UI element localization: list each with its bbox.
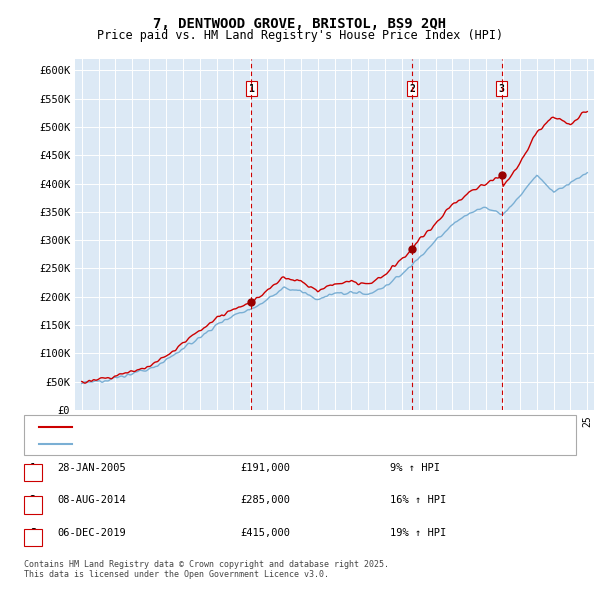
Text: HPI: Average price, semi-detached house, City of Bristol: HPI: Average price, semi-detached house,… bbox=[81, 439, 417, 449]
Text: 2: 2 bbox=[409, 84, 415, 94]
Text: 08-AUG-2014: 08-AUG-2014 bbox=[57, 496, 126, 505]
Text: Price paid vs. HM Land Registry's House Price Index (HPI): Price paid vs. HM Land Registry's House … bbox=[97, 30, 503, 42]
Text: 3: 3 bbox=[499, 84, 505, 94]
Text: 06-DEC-2019: 06-DEC-2019 bbox=[57, 528, 126, 537]
Text: £191,000: £191,000 bbox=[240, 463, 290, 473]
Text: 1: 1 bbox=[30, 463, 36, 473]
Text: £285,000: £285,000 bbox=[240, 496, 290, 505]
Text: 19% ↑ HPI: 19% ↑ HPI bbox=[390, 528, 446, 537]
Text: 9% ↑ HPI: 9% ↑ HPI bbox=[390, 463, 440, 473]
Text: 7, DENTWOOD GROVE, BRISTOL, BS9 2QH: 7, DENTWOOD GROVE, BRISTOL, BS9 2QH bbox=[154, 17, 446, 31]
Text: 2: 2 bbox=[30, 496, 36, 505]
Text: £415,000: £415,000 bbox=[240, 528, 290, 537]
Text: 1: 1 bbox=[248, 84, 254, 94]
Text: Contains HM Land Registry data © Crown copyright and database right 2025.
This d: Contains HM Land Registry data © Crown c… bbox=[24, 560, 389, 579]
Text: 16% ↑ HPI: 16% ↑ HPI bbox=[390, 496, 446, 505]
Text: 28-JAN-2005: 28-JAN-2005 bbox=[57, 463, 126, 473]
Text: 7, DENTWOOD GROVE, BRISTOL, BS9 2QH (semi-detached house): 7, DENTWOOD GROVE, BRISTOL, BS9 2QH (sem… bbox=[81, 422, 423, 432]
Text: 3: 3 bbox=[30, 528, 36, 537]
